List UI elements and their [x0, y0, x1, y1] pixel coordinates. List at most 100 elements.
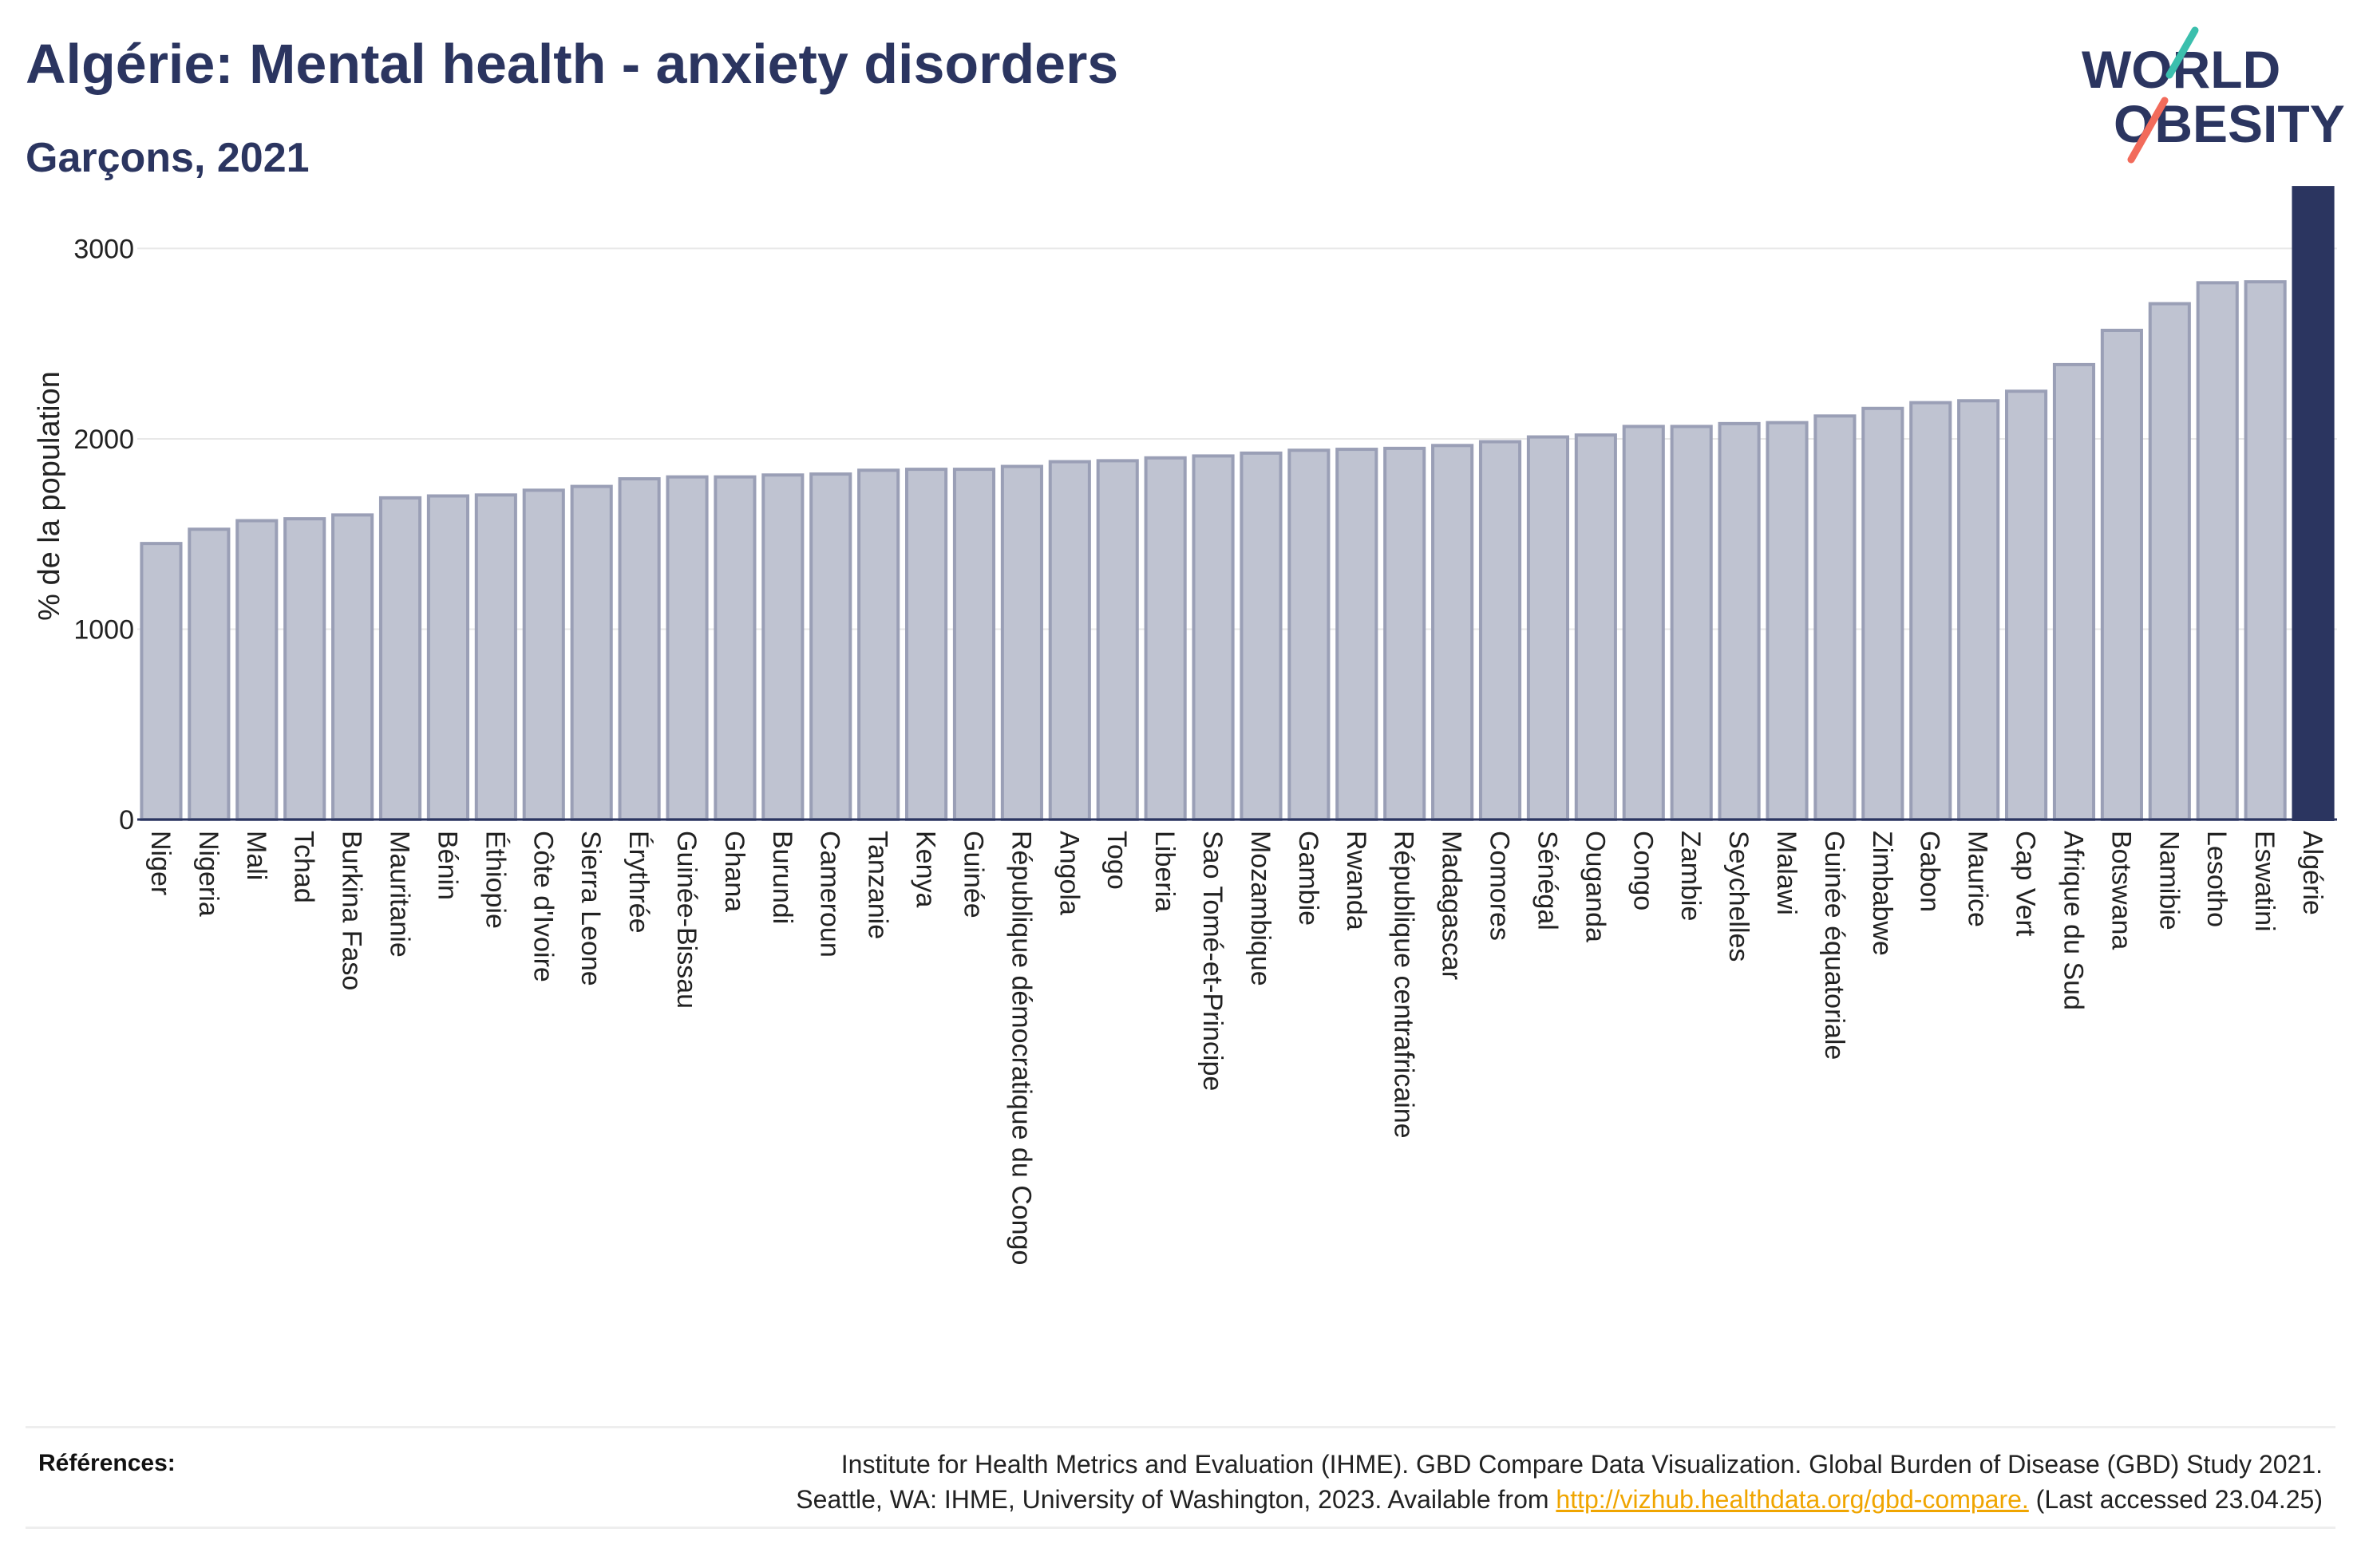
bar	[140, 542, 183, 821]
x-tick-label: Nigeria	[193, 831, 223, 917]
references-link[interactable]: http://vizhub.healthdata.org/gbd-compare…	[1556, 1485, 2029, 1514]
logo-slash-teal	[2165, 26, 2199, 79]
bar	[2148, 302, 2191, 822]
bar	[1478, 440, 1522, 821]
bar	[426, 494, 469, 821]
bar	[1144, 456, 1187, 821]
bar	[618, 477, 661, 821]
x-tick-label: Tanzanie	[863, 831, 893, 939]
bar	[1574, 433, 1617, 821]
bar	[522, 488, 565, 821]
x-tick-label: Rwanda	[1341, 831, 1371, 930]
x-tick-label: Sierra Leone	[575, 831, 606, 986]
chart-subtitle: Garçons, 2021	[26, 135, 310, 181]
x-tick-label: Mali	[241, 831, 271, 880]
bar	[378, 496, 422, 822]
x-tick-label: Zambie	[1675, 831, 1706, 921]
x-tick-label: Congo	[1627, 831, 1658, 910]
bar	[761, 473, 805, 821]
bar	[1000, 464, 1043, 821]
x-tick-label: Mauritanie	[385, 831, 415, 958]
bar	[1096, 459, 1139, 821]
x-tick-label: Zimbabwe	[1867, 831, 1897, 956]
bar	[2052, 362, 2096, 821]
bar	[283, 517, 326, 821]
bar	[1718, 421, 1761, 821]
x-tick-label: Burundi	[767, 831, 797, 924]
x-tick-label: Ghana	[719, 831, 749, 912]
x-tick-label: Kenya	[911, 831, 941, 907]
bar	[2196, 281, 2239, 821]
x-tick-label: Mozambique	[1245, 831, 1275, 986]
bar	[235, 519, 279, 822]
bar	[1957, 399, 2000, 821]
x-tick-label: Érythrée	[623, 831, 654, 934]
x-tick-label: Sénégal	[1532, 831, 1562, 930]
x-tick-label: Gabon	[1915, 831, 1945, 912]
x-tick-label: Eswatini	[2249, 831, 2280, 932]
x-tick-label: Éthiopie	[480, 831, 510, 929]
bar	[2100, 328, 2143, 821]
bar	[2244, 280, 2287, 821]
bar	[666, 475, 709, 821]
x-tick-label: Ouganda	[1580, 831, 1610, 942]
x-tick-label: Sao Tomé-et-Principe	[1197, 831, 1228, 1091]
x-tick-label: Maurice	[1963, 831, 1993, 927]
x-tick-label: Seychelles	[1723, 831, 1754, 962]
bar	[857, 468, 900, 821]
y-tick-label: 2000	[73, 425, 134, 455]
x-tick-label: Guinée-Bissau	[671, 831, 702, 1009]
y-axis-label: % de la population	[33, 371, 66, 621]
bar	[474, 493, 517, 822]
bar	[188, 527, 231, 822]
bar	[1383, 446, 1426, 822]
references-line2: Seattle, WA: IHME, University of Washing…	[487, 1482, 2323, 1517]
x-tick-label: République démocratique du Congo	[1006, 831, 1036, 1265]
x-tick-label: Côte d'Ivoire	[528, 831, 558, 982]
x-tick-label: Namibie	[2153, 831, 2184, 930]
x-tick-label: Comores	[1485, 831, 1515, 941]
bar	[331, 513, 374, 822]
y-tick-label: 0	[119, 805, 134, 835]
x-tick-label: Madagascar	[1437, 831, 1467, 980]
bar	[809, 472, 852, 821]
y-tick-label: 3000	[73, 234, 134, 264]
bar	[2292, 186, 2335, 822]
bar	[1431, 444, 1474, 822]
x-tick-label: Malawi	[1771, 831, 1801, 915]
references-label: Références:	[38, 1450, 176, 1476]
x-tick-label: Cameroun	[815, 831, 845, 958]
x-tick-label: Tchad	[289, 831, 319, 903]
bar	[1335, 448, 1378, 821]
references-line1: Institute for Health Metrics and Evaluat…	[840, 1450, 2323, 1479]
bar	[1240, 451, 1283, 821]
bar	[1048, 460, 1091, 821]
bar	[1766, 421, 1809, 822]
logo-slash-coral	[2127, 97, 2169, 164]
x-tick-label: Algérie	[2297, 831, 2327, 915]
references-line2-end: (Last accessed 23.04.25)	[2028, 1485, 2323, 1514]
bar	[1192, 454, 1235, 821]
x-tick-label: Lesotho	[2201, 831, 2232, 927]
x-tick-label: Angola	[1054, 831, 1084, 915]
bar	[1622, 425, 1665, 821]
x-tick-label: Cap Vert	[2011, 831, 2041, 937]
bar	[1909, 401, 1952, 821]
bar	[1526, 435, 1569, 822]
bar	[1813, 414, 1857, 821]
x-tick-label: Niger	[145, 831, 176, 895]
bar	[905, 468, 948, 821]
x-tick-label: Liberia	[1149, 831, 1180, 912]
bar	[714, 475, 757, 821]
references-line2-start: Seattle, WA: IHME, University of Washing…	[796, 1485, 1556, 1514]
references-divider-top	[26, 1426, 2335, 1428]
x-tick-label: Bénin	[432, 831, 462, 900]
x-tick-label: République centrafricaine	[1389, 831, 1419, 1139]
x-tick-label: Guinée équatoriale	[1819, 831, 1849, 1060]
bar	[952, 468, 996, 821]
x-tick-label: Guinée	[958, 831, 988, 918]
x-tick-label: Botswana	[2106, 831, 2136, 950]
chart-title: Algérie: Mental health - anxiety disorde…	[26, 33, 1119, 95]
bar	[1287, 448, 1331, 821]
